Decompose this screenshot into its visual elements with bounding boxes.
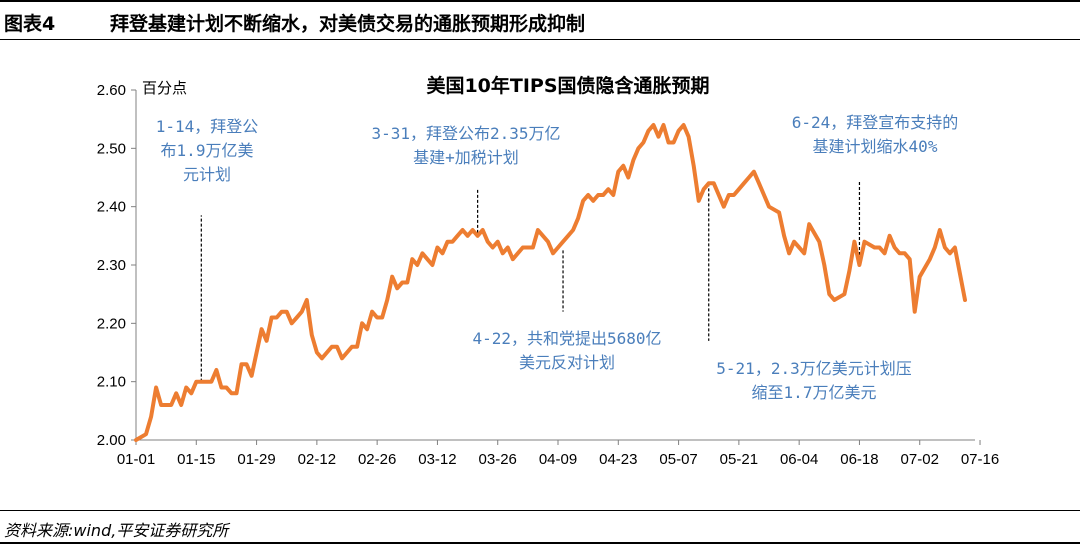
figure-header: 图表4 拜登基建计划不断缩水，对美债交易的通胀预期形成抑制 xyxy=(0,0,1080,40)
series-line xyxy=(134,123,967,442)
y-tick-label: 2.10 xyxy=(97,374,126,391)
x-tick-label: 05-21 xyxy=(720,451,758,468)
annotation-text: 4-22，共和党提出5680亿 xyxy=(472,329,661,348)
annotation-text: 美元反对计划 xyxy=(519,353,615,372)
x-tick-label: 01-01 xyxy=(117,451,155,468)
x-tick-label: 06-18 xyxy=(840,451,878,468)
series-layer xyxy=(134,123,967,442)
source-note: 资料来源:wind,平安证券研究所 xyxy=(4,521,229,540)
annotation-text: 6-24，拜登宣布支持的 xyxy=(792,113,959,132)
y-tick-label: 2.00 xyxy=(97,432,126,449)
x-tick-label: 02-12 xyxy=(298,451,336,468)
x-tick-label: 07-02 xyxy=(901,451,939,468)
figure-footer: 资料来源:wind,平安证券研究所 xyxy=(0,510,1080,544)
x-tick-label: 04-09 xyxy=(539,451,577,468)
chart-title: 美国10年TIPS国债隐含通胀预期 xyxy=(426,74,709,97)
figure-title: 拜登基建计划不断缩水，对美债交易的通胀预期形成抑制 xyxy=(110,13,586,35)
annotation-text: 布1.9万亿美 xyxy=(161,141,254,160)
annotation-text: 基建计划缩水40% xyxy=(813,137,938,156)
figure-label: 图表4 xyxy=(4,13,56,35)
y-axis-unit: 百分点 xyxy=(142,79,187,97)
annotation-text: 3-31，拜登公布2.35万亿 xyxy=(371,124,560,143)
y-tick-label: 2.60 xyxy=(97,82,126,99)
x-tick-label: 05-07 xyxy=(659,451,697,468)
annotation-text: 1-14，拜登公 xyxy=(156,117,259,136)
line-chart: 美国10年TIPS国债隐含通胀预期 百分点 2.002.102.202.302.… xyxy=(97,74,999,468)
x-tick-label: 02-26 xyxy=(358,451,396,468)
x-tick-label: 01-29 xyxy=(237,451,275,468)
y-tick-label: 2.20 xyxy=(97,315,126,332)
y-tick-label: 2.50 xyxy=(97,140,126,157)
y-tick-label: 2.40 xyxy=(97,199,126,216)
annotation-text: 缩至1.7万亿美元 xyxy=(752,383,877,402)
x-tick-label: 07-16 xyxy=(961,451,999,468)
x-tick-label: 04-23 xyxy=(599,451,637,468)
annotation-text: 元计划 xyxy=(183,165,231,184)
annotation-guides xyxy=(200,180,861,382)
axes: 2.00 2.10 2.20 2.30 2.40 2.50 2.60 01-01 01-15 01… xyxy=(97,82,999,468)
x-tick-label: 03-26 xyxy=(479,451,517,468)
x-tick-label: 03-12 xyxy=(418,451,456,468)
y-tick-label: 2.30 xyxy=(97,257,126,274)
annotation-text: 基建+加税计划 xyxy=(413,148,519,167)
x-tick-label: 06-04 xyxy=(780,451,818,468)
annotation-text: 5-21，2.3万亿美元计划压 xyxy=(716,359,911,378)
x-tick-label: 01-15 xyxy=(177,451,215,468)
